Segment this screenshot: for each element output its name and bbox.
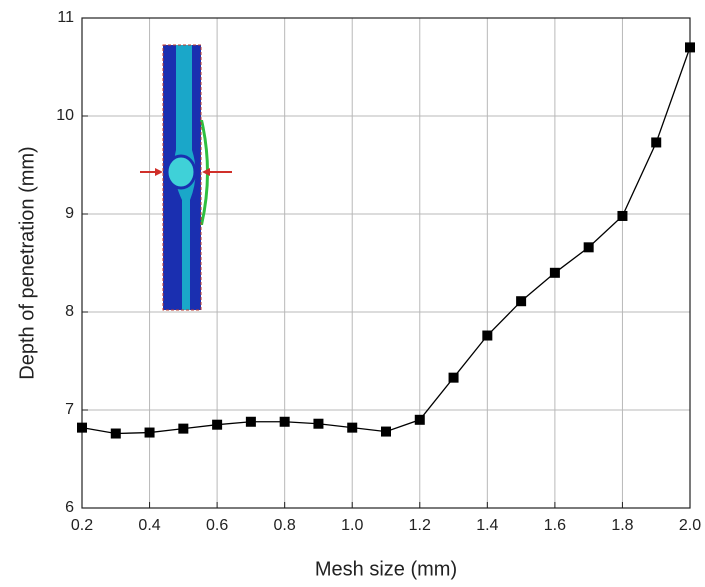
marker bbox=[111, 429, 121, 439]
marker bbox=[617, 211, 627, 221]
inset-arrowhead-left bbox=[155, 168, 163, 176]
y-tick-label: 11 bbox=[57, 9, 74, 26]
x-tick-label: 2.0 bbox=[679, 517, 701, 534]
x-tick-label: 1.8 bbox=[611, 517, 633, 534]
marker bbox=[685, 42, 695, 52]
marker bbox=[347, 423, 357, 433]
x-tick-label: 1.2 bbox=[409, 517, 431, 534]
marker bbox=[77, 423, 87, 433]
y-tick-label: 9 bbox=[65, 205, 74, 222]
marker bbox=[313, 419, 323, 429]
marker bbox=[212, 420, 222, 430]
marker bbox=[381, 427, 391, 437]
marker bbox=[651, 137, 661, 147]
x-tick-label: 0.8 bbox=[274, 517, 296, 534]
marker bbox=[584, 242, 594, 252]
marker bbox=[246, 417, 256, 427]
marker bbox=[280, 417, 290, 427]
y-tick-label: 7 bbox=[65, 401, 74, 418]
x-tick-label: 1.4 bbox=[476, 517, 498, 534]
marker bbox=[449, 373, 459, 383]
x-tick-label: 0.4 bbox=[138, 517, 160, 534]
x-tick-label: 1.6 bbox=[544, 517, 566, 534]
marker bbox=[550, 268, 560, 278]
x-tick-label: 0.6 bbox=[206, 517, 228, 534]
marker bbox=[415, 415, 425, 425]
y-tick-label: 8 bbox=[65, 303, 74, 320]
marker bbox=[482, 331, 492, 341]
x-tick-label: 1.0 bbox=[341, 517, 363, 534]
marker bbox=[178, 424, 188, 434]
y-tick-label: 6 bbox=[65, 499, 74, 516]
marker bbox=[145, 428, 155, 438]
y-tick-label: 10 bbox=[56, 107, 74, 124]
y-axis-title: Depth of penetration (mm) bbox=[16, 146, 38, 379]
x-axis-title: Mesh size (mm) bbox=[315, 558, 457, 580]
chart: Mesh size (mm) Depth of penetration (mm)… bbox=[0, 0, 705, 587]
inset-projectile bbox=[167, 156, 195, 188]
x-tick-label: 0.2 bbox=[71, 517, 93, 534]
marker bbox=[516, 296, 526, 306]
inset-image bbox=[140, 45, 232, 310]
